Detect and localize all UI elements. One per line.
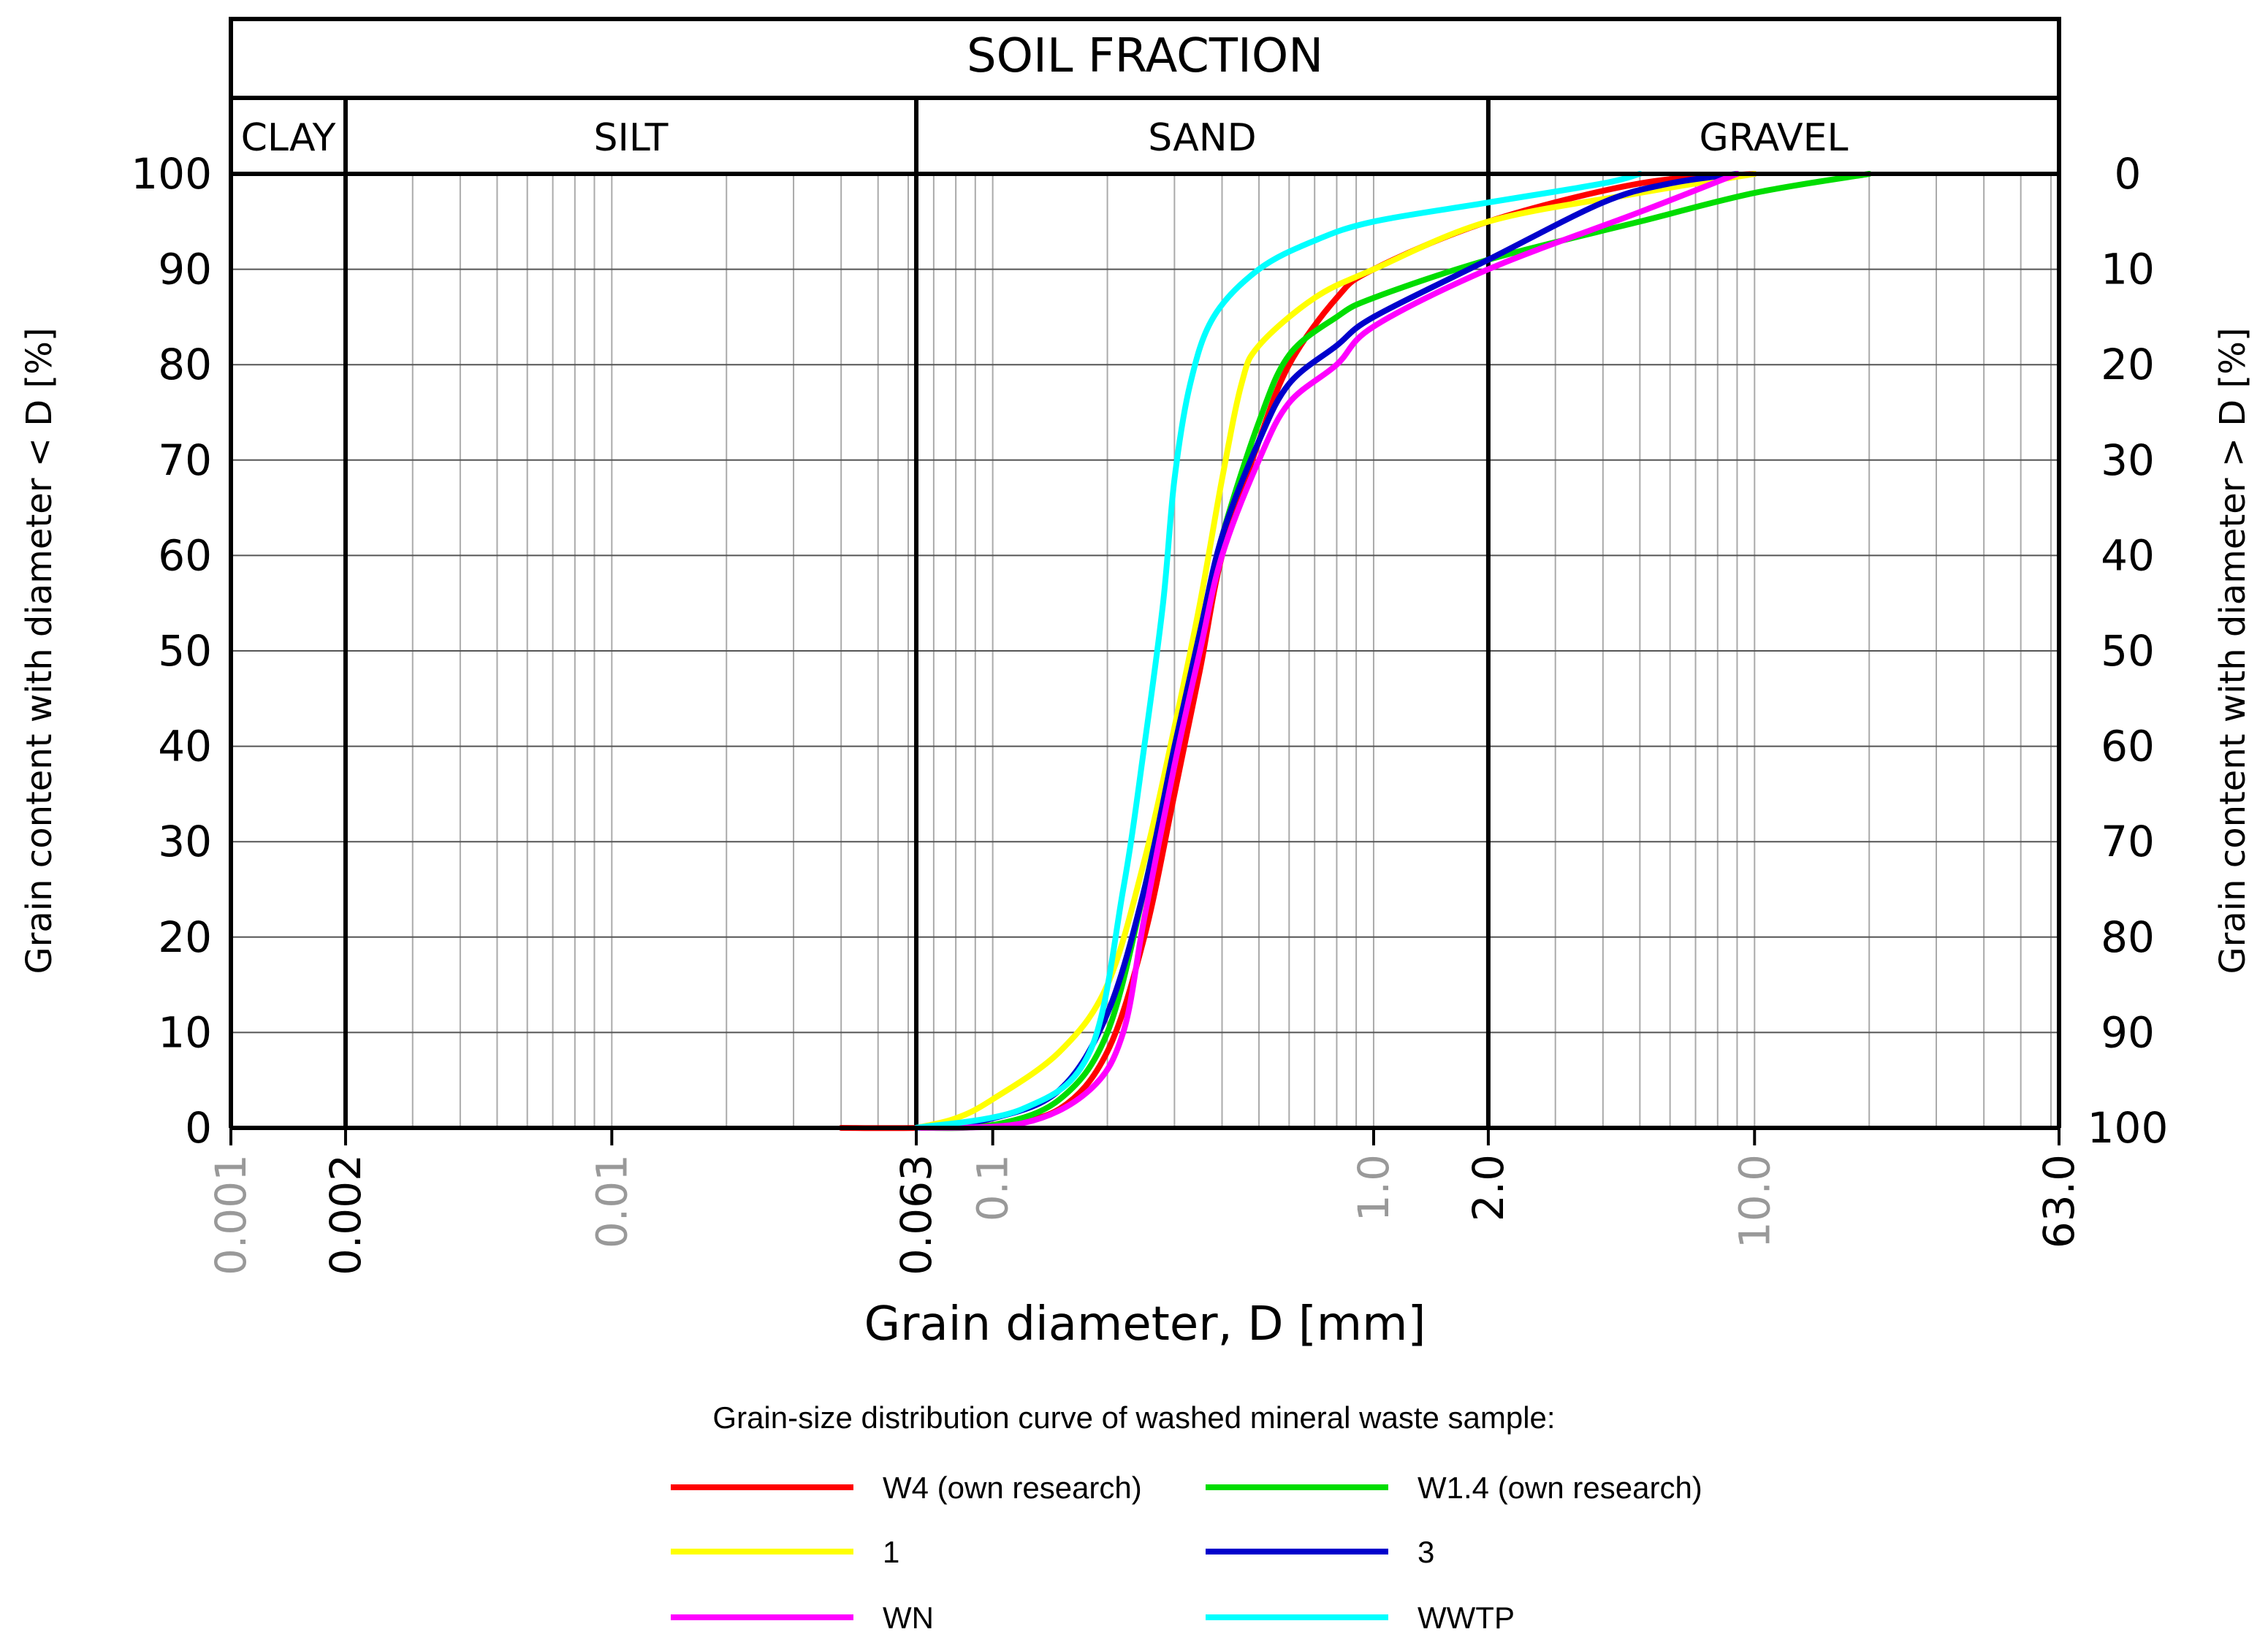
fraction-label-sand: SAND bbox=[1148, 116, 1256, 160]
x-tick-label: 0.1 bbox=[968, 1154, 1018, 1221]
legend-label-1: W1.4 (own research) bbox=[1418, 1470, 1702, 1505]
x-tick-label: 0.002 bbox=[321, 1154, 370, 1275]
series-line-2 bbox=[913, 171, 1758, 1131]
y-tick-label-right: 60 bbox=[2101, 722, 2155, 771]
y-tick-label-right: 80 bbox=[2101, 912, 2155, 962]
legend-title: Grain-size distribution curve of washed … bbox=[712, 1400, 1555, 1435]
y-tick-label-left: 90 bbox=[158, 245, 212, 294]
fraction-label-gravel: GRAVEL bbox=[1699, 116, 1848, 160]
series-line-5 bbox=[913, 171, 1643, 1131]
y-tick-label-left: 40 bbox=[158, 722, 212, 771]
legend-label-3: 3 bbox=[1418, 1535, 1434, 1569]
y-tick-label-right: 30 bbox=[2101, 435, 2155, 485]
y-tick-label-right: 90 bbox=[2101, 1007, 2155, 1057]
tick-labels: 0102030405060708090100100908070605040302… bbox=[131, 149, 2168, 1275]
legend: Grain-size distribution curve of washed … bbox=[671, 1400, 1702, 1635]
y-tick-label-left: 0 bbox=[185, 1103, 212, 1153]
y-tick-label-right: 100 bbox=[2088, 1103, 2169, 1153]
y-tick-label-left: 50 bbox=[158, 626, 212, 676]
legend-label-2: 1 bbox=[883, 1535, 899, 1569]
y-axis-label-right: Grain content with diameter > D [%] bbox=[2212, 327, 2253, 974]
y-tick-label-right: 10 bbox=[2101, 245, 2155, 294]
x-tick-label: 0.001 bbox=[206, 1154, 256, 1275]
y-tick-label-right: 50 bbox=[2101, 626, 2155, 676]
y-tick-label-right: 0 bbox=[2115, 149, 2142, 199]
x-tick-label: 2.0 bbox=[1464, 1154, 1513, 1221]
legend-label-4: WN bbox=[883, 1601, 934, 1635]
legend-label-5: WWTP bbox=[1418, 1601, 1515, 1635]
y-tick-label-left: 10 bbox=[158, 1007, 212, 1057]
y-tick-label-right: 40 bbox=[2101, 530, 2155, 580]
x-tick-label: 0.063 bbox=[891, 1154, 941, 1275]
y-tick-label-left: 60 bbox=[158, 530, 212, 580]
fraction-label-silt: SILT bbox=[594, 116, 669, 160]
y-tick-label-left: 100 bbox=[131, 149, 212, 199]
y-tick-label-left: 30 bbox=[158, 817, 212, 866]
y-axis-label-left: Grain content with diameter < D [%] bbox=[19, 327, 60, 974]
series-line-4 bbox=[913, 171, 1740, 1131]
fraction-label-clay: CLAY bbox=[241, 116, 336, 160]
x-tick-label: 63.0 bbox=[2034, 1154, 2084, 1248]
major-gridlines bbox=[343, 98, 1491, 1128]
y-tick-label-right: 20 bbox=[2101, 340, 2155, 389]
x-axis-label: Grain diameter, D [mm] bbox=[864, 1297, 1426, 1351]
y-tick-label-left: 80 bbox=[158, 340, 212, 389]
y-tick-label-right: 70 bbox=[2101, 817, 2155, 866]
y-tick-label-left: 20 bbox=[158, 912, 212, 962]
series-lines bbox=[838, 171, 1873, 1132]
chart-title: SOIL FRACTION bbox=[967, 29, 1323, 83]
y-tick-label-left: 70 bbox=[158, 435, 212, 485]
x-tick-label: 0.01 bbox=[587, 1154, 636, 1248]
legend-label-0: W4 (own research) bbox=[883, 1470, 1142, 1505]
x-tick-label: 10.0 bbox=[1729, 1154, 1779, 1248]
x-tick-label: 1.0 bbox=[1349, 1154, 1399, 1221]
minor-gridlines bbox=[231, 174, 2059, 1128]
